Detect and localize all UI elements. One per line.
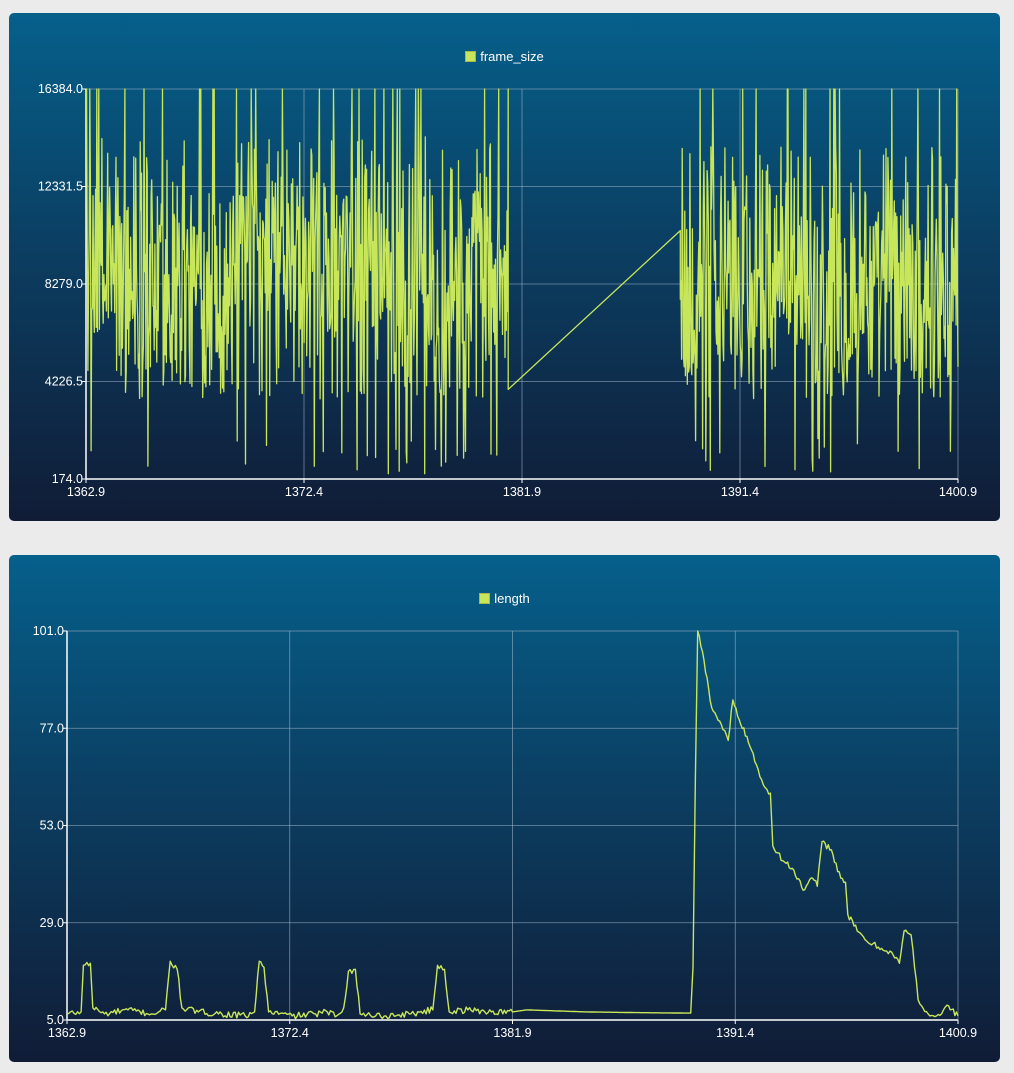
- x-tick-label: 1400.9: [939, 1026, 977, 1040]
- y-tick-label: 29.0: [40, 916, 64, 930]
- y-tick-label: 77.0: [40, 721, 64, 735]
- x-tick-label: 1381.9: [503, 485, 541, 499]
- y-tick-label: 53.0: [40, 819, 64, 833]
- frame-size-legend[interactable]: frame_size: [9, 49, 1000, 64]
- frame-size-chart-panel: 16384.0 12331.5 8279.0 4226.5 174.0 1362.9 137…: [9, 13, 1000, 521]
- length-series-line: [66, 630, 959, 1020]
- x-tick-label: 1391.4: [721, 485, 759, 499]
- x-tick-label: 1362.9: [48, 1026, 86, 1040]
- frame-size-series-line: [85, 88, 959, 475]
- legend-label: length: [494, 591, 530, 606]
- legend-label: frame_size: [480, 49, 544, 64]
- legend-swatch-icon: [465, 51, 477, 62]
- x-tick-label: 1372.4: [285, 485, 323, 499]
- y-tick-label: 12331.5: [38, 180, 83, 194]
- y-tick-label: 101.0: [33, 624, 64, 638]
- length-chart-panel: 101.0 77.0 53.0 29.0 5.0 1362.9 1372.4 1381.9 13…: [9, 555, 1000, 1062]
- y-tick-label: 5.0: [47, 1013, 64, 1027]
- x-tick-label: 1362.9: [67, 485, 105, 499]
- x-tick-label: 1372.4: [271, 1026, 309, 1040]
- y-tick-label: 174.0: [52, 472, 83, 486]
- length-legend[interactable]: length: [9, 591, 1000, 606]
- legend-swatch-icon: [479, 593, 491, 604]
- y-tick-label: 8279.0: [45, 277, 83, 291]
- x-tick-label: 1381.9: [493, 1026, 531, 1040]
- y-tick-label: 4226.5: [45, 375, 83, 389]
- x-tick-label: 1391.4: [716, 1026, 754, 1040]
- y-tick-label: 16384.0: [38, 82, 83, 96]
- x-tick-label: 1400.9: [939, 485, 977, 499]
